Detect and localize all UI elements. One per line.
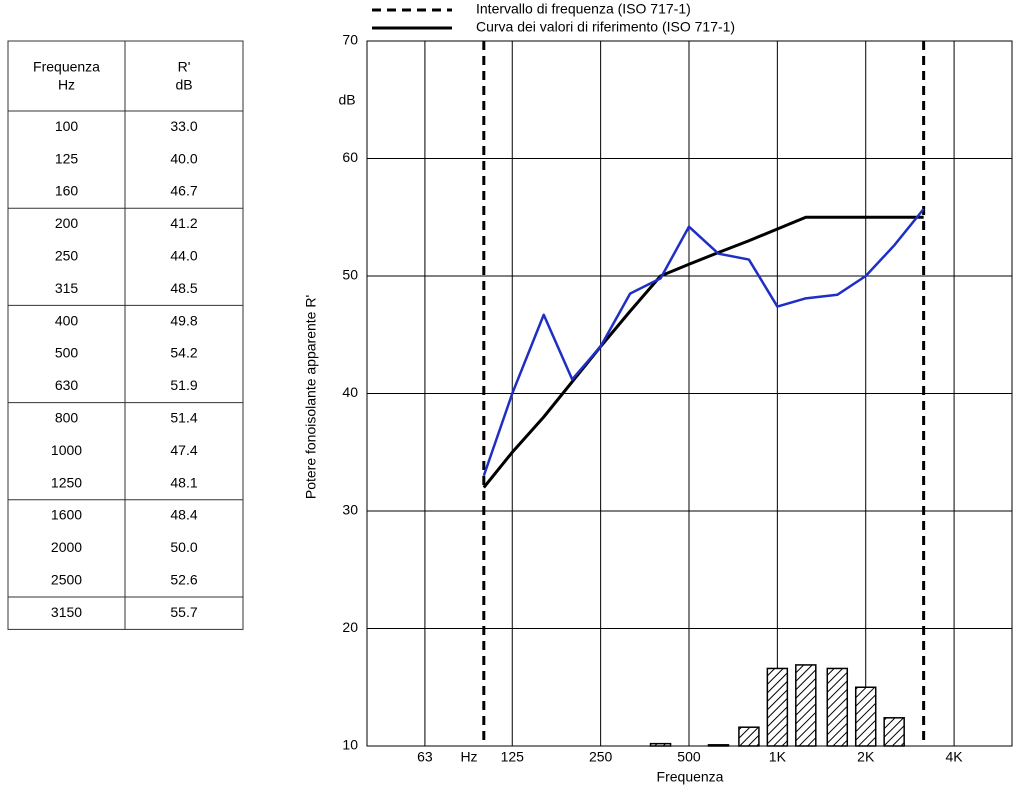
table-cell: 160 — [55, 183, 79, 199]
table-cell: 52.6 — [170, 572, 197, 588]
table-cell: 46.7 — [170, 183, 197, 199]
x-tick-label: 500 — [677, 749, 701, 765]
y-tick-label: 60 — [342, 149, 358, 165]
table-cell: 48.4 — [170, 507, 197, 523]
y-tick-label: 40 — [342, 384, 358, 400]
series-line — [482, 215, 924, 489]
column-header: R' — [178, 59, 191, 75]
y-unit: dB — [338, 92, 355, 108]
chart: dB Frequenza Potere fonoisolante apparen… — [303, 1, 1013, 785]
y-tick-label: 20 — [342, 619, 358, 635]
table-cell: 630 — [55, 377, 79, 393]
table-cell: 1600 — [51, 507, 82, 523]
table-cell: 48.1 — [170, 474, 197, 490]
legend-label: Curva dei valori di riferimento (ISO 717… — [476, 19, 735, 35]
series-line — [482, 208, 925, 477]
table-cell: 54.2 — [170, 345, 197, 361]
y-axis-label: Potere fonoisolante apparente R' — [303, 295, 319, 499]
table: Frequenza Hz R' dB 100 33.0 125 40.0 160 46.7 200 4… — [7, 40, 244, 630]
x-tick-label: 4K — [946, 749, 964, 765]
x-tick-label: 2K — [857, 749, 875, 765]
table-cell: 50.0 — [170, 539, 197, 555]
x-tick-label: 63 — [417, 749, 433, 765]
plot-border — [366, 40, 1013, 747]
table-cell: 125 — [55, 150, 79, 166]
deviation-bar — [707, 744, 730, 747]
table-cell: 1000 — [51, 442, 82, 458]
column-header: Frequenza — [33, 59, 100, 75]
table-cell: 2000 — [51, 539, 82, 555]
legend-label: Intervallo di frequenza (ISO 717-1) — [476, 1, 691, 17]
table-cell: 48.5 — [170, 280, 197, 296]
deviation-bar — [649, 742, 672, 747]
y-tick-label: 70 — [342, 32, 358, 48]
deviation-bar — [854, 686, 877, 747]
table-cell: 800 — [55, 410, 79, 426]
deviation-bar — [883, 717, 905, 747]
table-cell: 315 — [55, 280, 79, 296]
x-tick-label: 1K — [769, 749, 787, 765]
table-cell: 200 — [55, 215, 79, 231]
table-cell: 400 — [55, 312, 79, 328]
column-unit: dB — [175, 77, 192, 93]
table-cell: 100 — [55, 118, 79, 134]
table-cell: 40.0 — [170, 150, 197, 166]
x-tick-label: 250 — [589, 749, 613, 765]
table-cell: 2500 — [51, 572, 82, 588]
table-cell: 1250 — [51, 474, 82, 490]
table-cell: 3150 — [51, 604, 82, 620]
y-tick-label: 30 — [342, 502, 358, 518]
deviation-bar — [738, 726, 760, 747]
y-tick-label: 10 — [342, 737, 358, 753]
x-unit: Hz — [460, 749, 477, 765]
deviation-bar — [826, 667, 849, 747]
table-cell: 55.7 — [170, 604, 197, 620]
table-cell: 51.9 — [170, 377, 197, 393]
table-cell: 250 — [55, 248, 79, 264]
table-cell: 49.8 — [170, 312, 197, 328]
deviation-bar — [795, 664, 817, 747]
deviation-bar — [766, 667, 789, 747]
table-cell: 500 — [55, 345, 79, 361]
table-cell: 41.2 — [170, 215, 197, 231]
y-tick-label: 50 — [342, 267, 358, 283]
x-tick-label: 125 — [501, 749, 525, 765]
x-axis-label: Frequenza — [657, 769, 724, 785]
table-cell: 33.0 — [170, 118, 197, 134]
column-unit: Hz — [58, 77, 75, 93]
table-cell: 51.4 — [170, 410, 197, 426]
table-cell: 44.0 — [170, 248, 197, 264]
table-cell: 47.4 — [170, 442, 197, 458]
